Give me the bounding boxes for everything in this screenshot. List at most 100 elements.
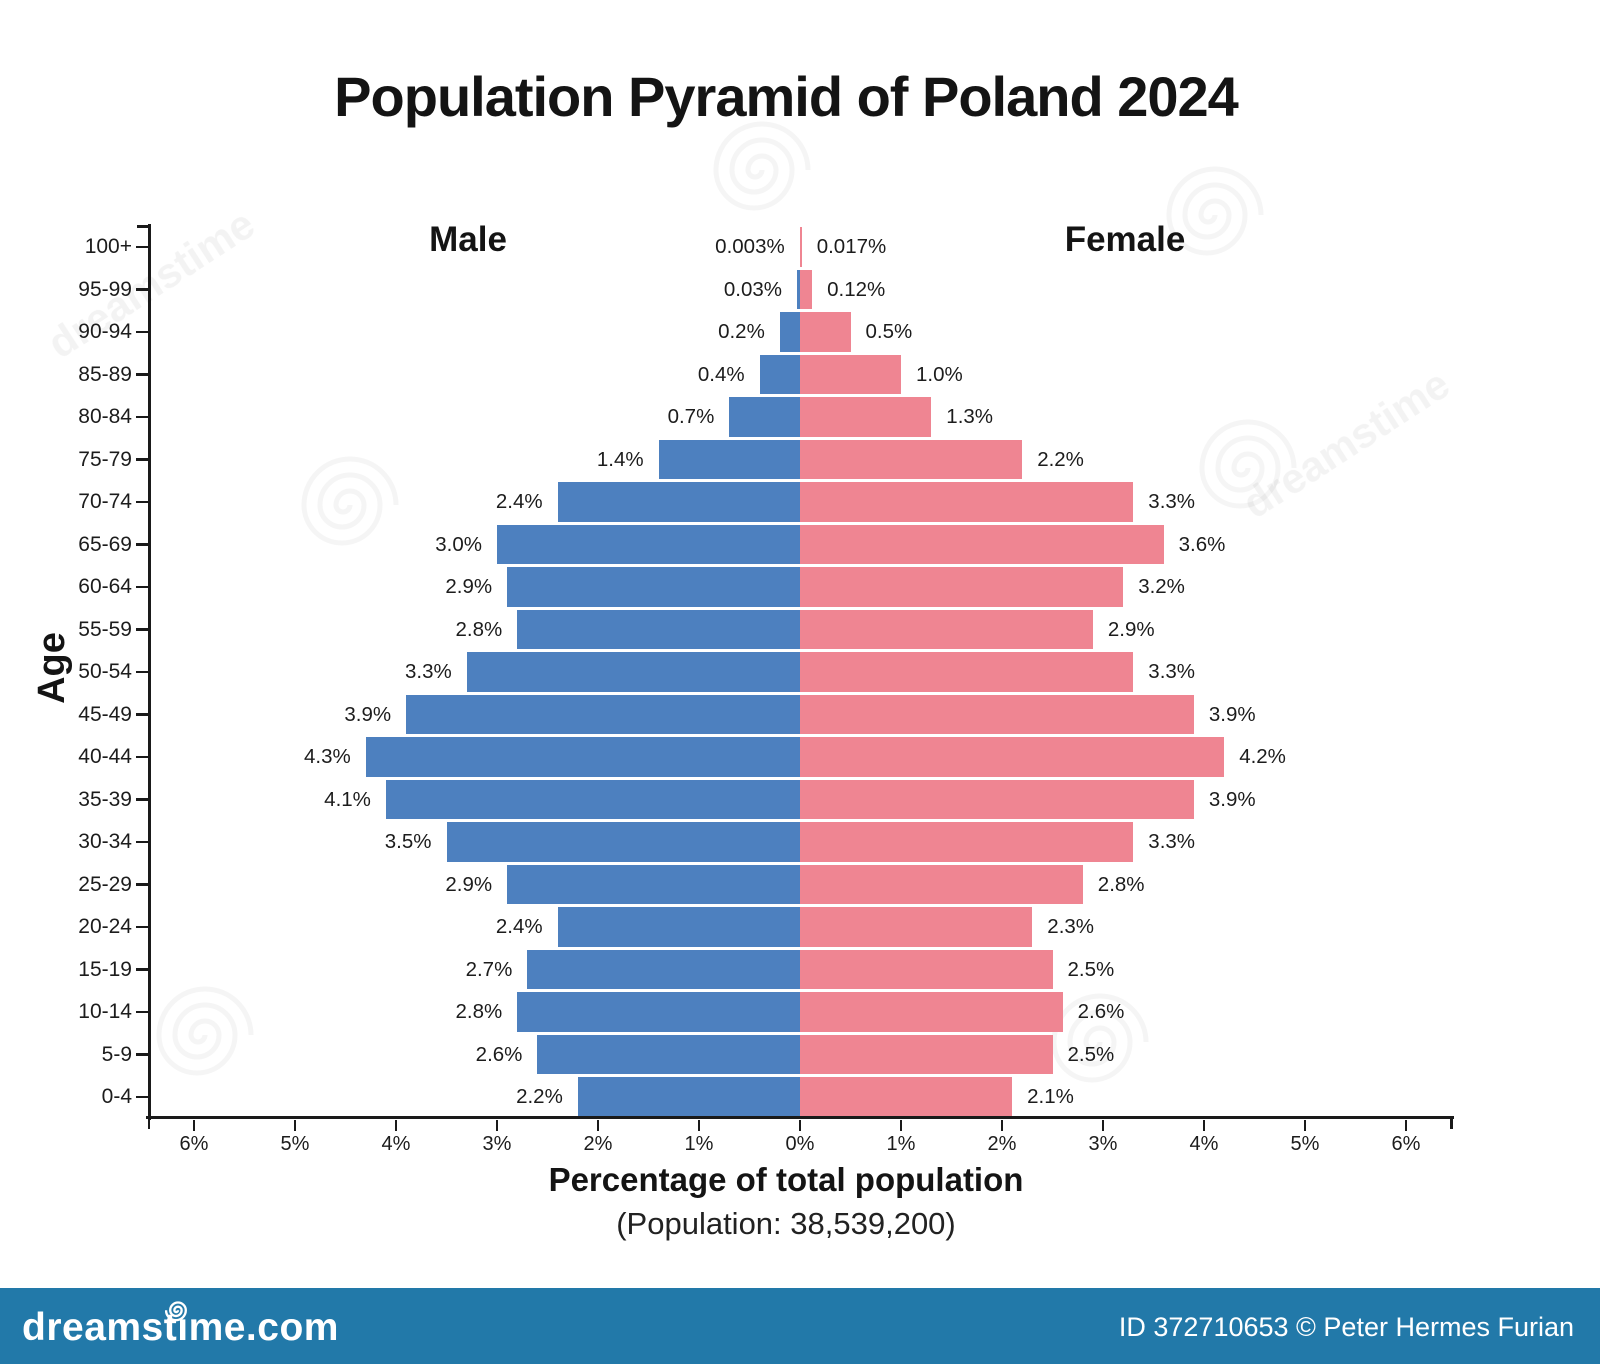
male-value-label: 2.6% xyxy=(475,1042,523,1066)
x-tick-label: 3% xyxy=(482,1133,512,1155)
x-tick-label: 4% xyxy=(1189,1133,1219,1155)
bar-male xyxy=(385,779,800,820)
x-tick-label: 0% xyxy=(785,1133,815,1155)
x-axis-right-end-tick xyxy=(1450,1118,1453,1129)
female-value-label: 0.5% xyxy=(865,320,913,343)
x-tick xyxy=(798,1120,802,1131)
age-tick xyxy=(136,1095,149,1099)
male-value-label: 2.9% xyxy=(445,872,493,896)
bar-male xyxy=(729,397,800,437)
male-value-label: 0.2% xyxy=(718,320,765,343)
male-value-label: 0.003% xyxy=(715,235,785,258)
x-tick xyxy=(293,1120,297,1131)
x-tick xyxy=(1303,1120,1307,1131)
age-tick xyxy=(136,330,149,334)
age-tick-label: 95-99 xyxy=(78,277,132,301)
male-value-label: 3.5% xyxy=(384,830,432,853)
bar-female xyxy=(800,694,1194,735)
age-tick-label: 65-69 xyxy=(78,532,132,556)
age-tick xyxy=(136,1053,149,1056)
age-tick xyxy=(136,670,149,674)
bar-male xyxy=(466,652,800,692)
bar-female xyxy=(800,864,1083,905)
male-value-label: 3.3% xyxy=(404,660,452,683)
age-tick-label: 20-24 xyxy=(78,915,132,938)
x-tick-label: 2% xyxy=(583,1133,613,1155)
male-value-label: 0.03% xyxy=(723,277,782,301)
bar-male xyxy=(759,354,800,395)
x-tick-label: 4% xyxy=(381,1133,411,1155)
bar-male xyxy=(557,907,800,947)
y-axis-line xyxy=(147,224,151,1120)
page-title: Population Pyramid of Poland 2024 xyxy=(334,65,1239,128)
female-value-label: 4.2% xyxy=(1239,745,1286,768)
dreamstime-logo: dreamstıme.com xyxy=(22,1288,339,1364)
male-value-label: 2.8% xyxy=(455,617,503,641)
bar-male xyxy=(527,949,800,990)
age-tick-label: 50-54 xyxy=(78,660,132,683)
x-tick-label: 2% xyxy=(987,1133,1017,1155)
male-value-label: 2.9% xyxy=(445,575,493,598)
age-tick xyxy=(136,415,149,419)
female-value-label: 3.2% xyxy=(1138,575,1185,598)
male-value-label: 2.2% xyxy=(516,1085,563,1108)
male-value-label: 2.7% xyxy=(465,957,513,981)
age-tick-label: 10-14 xyxy=(78,1000,132,1023)
bar-female xyxy=(800,737,1225,777)
bar-male xyxy=(796,269,800,310)
age-tick-label: 100+ xyxy=(84,235,132,258)
x-axis-left-end-tick xyxy=(147,1118,150,1129)
x-tick xyxy=(697,1120,701,1131)
x-axis-title: Percentage of total population xyxy=(548,1161,1024,1198)
age-tick-label: 40-44 xyxy=(78,745,132,768)
female-value-label: 0.017% xyxy=(816,235,887,258)
pyramid-plot: 0.003% 0.017% 100+ 0.03% 0.12% 95-99 0.2% 0.5% 9… xyxy=(78,227,1420,1155)
bar-female xyxy=(800,822,1134,862)
bar-male xyxy=(779,312,800,352)
bar-male xyxy=(577,1077,800,1117)
age-tick-label: 75-79 xyxy=(78,447,132,471)
x-tick xyxy=(192,1120,196,1131)
population-subtitle: (Population: 38,539,200) xyxy=(616,1206,956,1241)
bar-female xyxy=(800,397,932,437)
bar-female xyxy=(800,524,1164,565)
age-tick xyxy=(136,458,149,461)
bar-male xyxy=(507,567,800,607)
age-tick xyxy=(136,288,149,291)
x-tick xyxy=(899,1120,903,1131)
female-value-label: 2.8% xyxy=(1097,872,1145,896)
x-axis-line xyxy=(146,1115,1454,1119)
male-value-label: 2.4% xyxy=(495,915,543,938)
x-tick-label: 3% xyxy=(1088,1133,1118,1155)
bar-female xyxy=(800,439,1023,480)
age-tick xyxy=(136,245,149,249)
bar-female xyxy=(800,1034,1053,1075)
male-value-label: 3.9% xyxy=(344,702,392,726)
age-tick-label: 80-84 xyxy=(78,405,132,428)
bar-male xyxy=(557,482,800,522)
image-credit: ID 372710653 © Peter Hermes Furian xyxy=(1118,1312,1574,1342)
female-value-label: 2.3% xyxy=(1047,915,1095,938)
bar-female xyxy=(800,992,1063,1032)
age-tick-label: 0-4 xyxy=(101,1085,132,1108)
x-tick xyxy=(1000,1120,1004,1131)
age-tick-label: 85-89 xyxy=(78,362,132,386)
female-header: Female xyxy=(1064,220,1186,259)
female-value-label: 3.9% xyxy=(1208,787,1256,811)
x-tick xyxy=(1202,1120,1206,1131)
bar-male xyxy=(517,609,800,650)
bar-female xyxy=(800,949,1053,990)
x-tick xyxy=(495,1120,499,1131)
bar-female xyxy=(800,312,851,352)
bar-female xyxy=(800,567,1124,607)
logo-spiral-icon xyxy=(165,1301,187,1322)
bar-female xyxy=(800,652,1134,692)
bar-male xyxy=(365,737,800,777)
bar-male xyxy=(497,524,800,565)
x-tick xyxy=(1101,1120,1105,1131)
age-tick xyxy=(136,755,149,759)
age-tick xyxy=(136,543,149,546)
age-tick-label: 35-39 xyxy=(78,787,132,811)
bar-male xyxy=(658,439,800,480)
